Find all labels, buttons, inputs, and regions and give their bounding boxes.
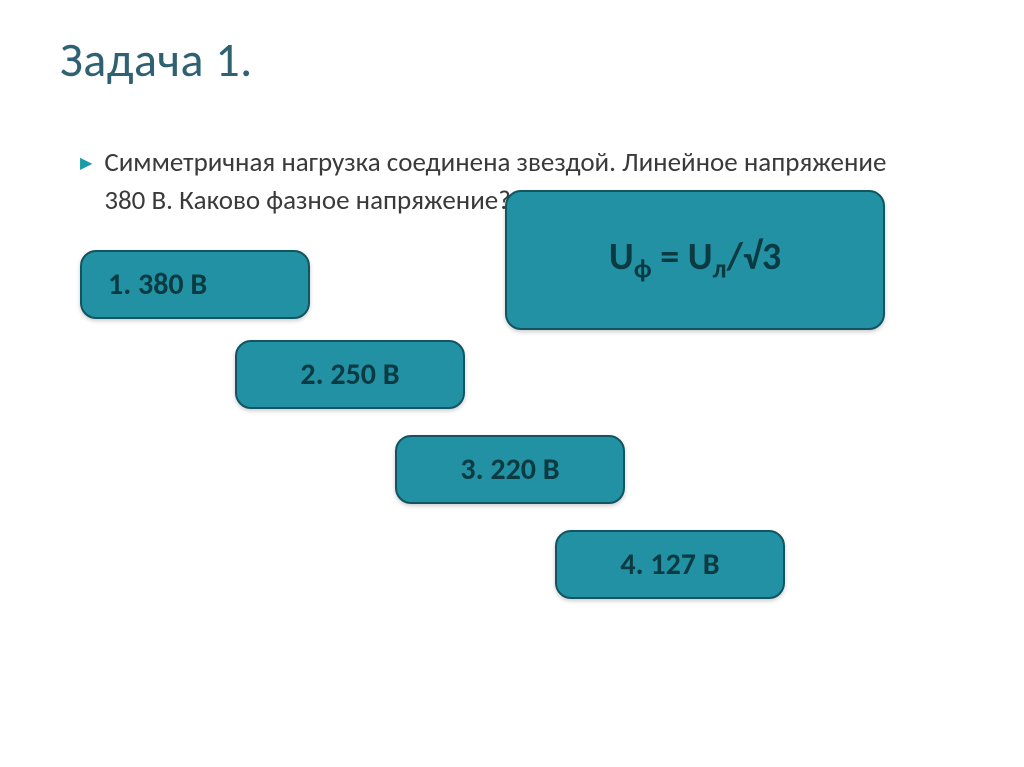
- slide: Задача 1. ▶ Симметричная нагрузка соедин…: [0, 0, 1024, 767]
- option-3[interactable]: 3. 220 В: [395, 435, 625, 504]
- option-4[interactable]: 4. 127 В: [555, 530, 785, 599]
- slide-title: Задача 1.: [60, 30, 964, 89]
- formula-content: Uф = Uл/√3: [609, 234, 781, 286]
- bullet-icon: ▶: [80, 146, 92, 182]
- formula-eq: =: [652, 234, 688, 280]
- formula-rhs-sub: л: [713, 253, 727, 285]
- formula-rhs-tail: /√3: [727, 234, 782, 280]
- option-4-label: 4. 127 В: [620, 546, 719, 583]
- option-1[interactable]: 1. 380 В: [80, 250, 310, 319]
- option-3-label: 3. 220 В: [460, 451, 559, 488]
- formula-box: Uф = Uл/√3: [505, 190, 885, 330]
- option-2[interactable]: 2. 250 В: [235, 340, 465, 409]
- option-1-label: 1. 380 В: [108, 266, 207, 303]
- formula-rhs-base: U: [688, 234, 713, 280]
- formula-lhs-base: U: [609, 234, 634, 280]
- option-2-label: 2. 250 В: [300, 356, 399, 393]
- formula-lhs-sub: ф: [634, 253, 652, 285]
